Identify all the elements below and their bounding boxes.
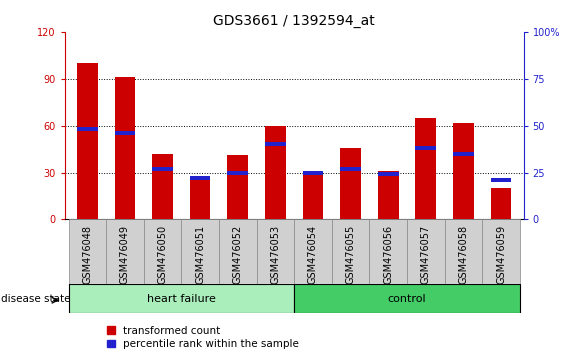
Bar	[265, 126, 285, 219]
Bar	[294, 284, 520, 313]
Bar	[69, 219, 106, 285]
Bar	[257, 219, 294, 285]
Text: GSM476053: GSM476053	[270, 225, 280, 284]
Text: GDS3661 / 1392594_at: GDS3661 / 1392594_at	[213, 14, 375, 28]
Text: control: control	[388, 294, 426, 304]
Bar	[453, 152, 473, 156]
Bar	[332, 219, 369, 285]
Bar	[77, 127, 97, 131]
Bar	[303, 171, 323, 175]
Bar	[77, 63, 97, 219]
Bar	[378, 172, 399, 176]
Bar	[407, 219, 445, 285]
Text: GSM476057: GSM476057	[421, 225, 431, 284]
Bar	[369, 219, 407, 285]
Text: GSM476054: GSM476054	[308, 225, 318, 284]
Bar	[415, 146, 436, 150]
Text: heart failure: heart failure	[147, 294, 216, 304]
Bar	[453, 122, 473, 219]
Bar	[294, 219, 332, 285]
Bar	[491, 188, 511, 219]
Bar	[181, 219, 219, 285]
Bar	[340, 148, 361, 219]
Bar	[115, 77, 135, 219]
Text: GSM476058: GSM476058	[458, 225, 468, 284]
Bar	[69, 284, 294, 313]
Legend: transformed count, percentile rank within the sample: transformed count, percentile rank withi…	[106, 326, 299, 349]
Bar	[265, 142, 285, 147]
Bar	[152, 154, 173, 219]
Bar	[491, 178, 511, 182]
Bar	[415, 118, 436, 219]
Bar	[227, 171, 248, 175]
Bar	[106, 219, 144, 285]
Bar	[144, 219, 181, 285]
Bar	[378, 171, 399, 219]
Text: GSM476051: GSM476051	[195, 225, 205, 284]
Bar	[445, 219, 482, 285]
Text: disease state: disease state	[1, 294, 70, 304]
Bar	[190, 176, 211, 180]
Text: GSM476059: GSM476059	[496, 225, 506, 284]
Bar	[190, 179, 211, 219]
Text: GSM476052: GSM476052	[233, 225, 243, 284]
Bar	[219, 219, 257, 285]
Text: GSM476049: GSM476049	[120, 225, 130, 284]
Text: GSM476048: GSM476048	[82, 225, 92, 284]
Bar	[115, 131, 135, 135]
Bar	[152, 167, 173, 171]
Bar	[340, 167, 361, 171]
Text: GSM476055: GSM476055	[346, 225, 356, 284]
Bar	[482, 219, 520, 285]
Bar	[227, 155, 248, 219]
Text: GSM476050: GSM476050	[158, 225, 168, 284]
Bar	[303, 172, 323, 219]
Text: GSM476056: GSM476056	[383, 225, 393, 284]
